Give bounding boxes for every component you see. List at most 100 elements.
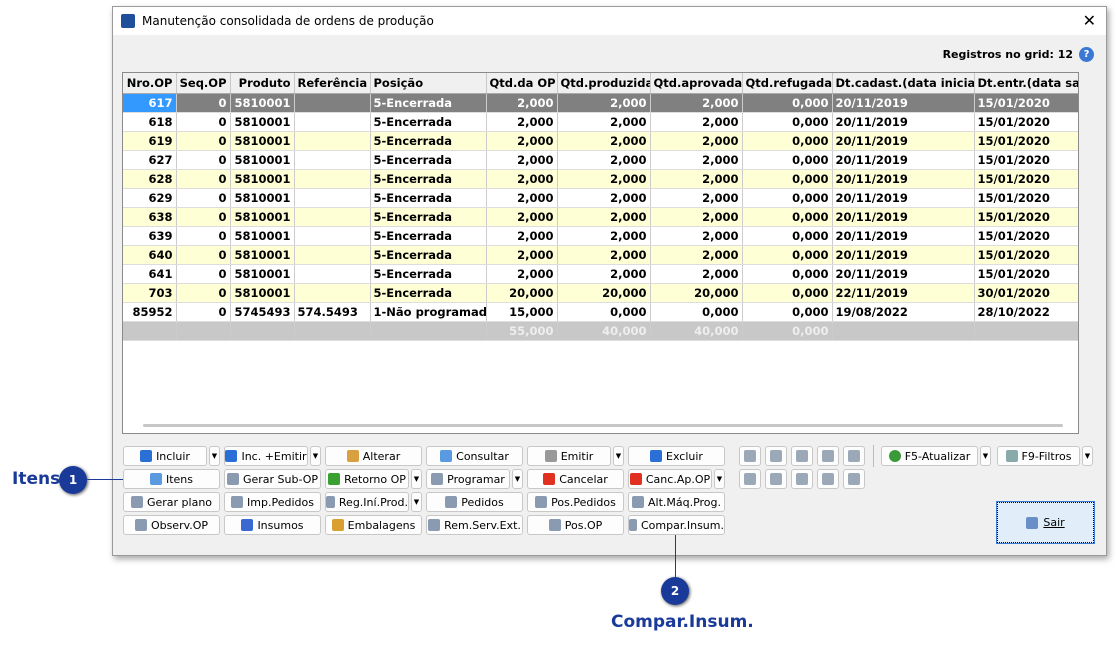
palette-icon xyxy=(744,473,756,485)
palette-tool-button[interactable] xyxy=(739,469,761,489)
filters-dropdown[interactable]: ▼ xyxy=(1082,446,1093,466)
pedidos-button[interactable]: Pedidos xyxy=(426,492,523,512)
excluir-button[interactable]: Excluir xyxy=(628,446,725,466)
button-label: Pos.OP xyxy=(564,518,603,532)
button-label: Alterar xyxy=(362,449,401,463)
column-header[interactable]: Nro.OP xyxy=(123,73,177,94)
pos-op-button[interactable]: Pos.OP xyxy=(527,515,624,535)
canc-ap-op-dropdown[interactable]: ▼ xyxy=(714,469,725,489)
column-header[interactable]: Posição xyxy=(370,73,487,94)
cancelar-button[interactable]: Cancelar xyxy=(527,469,624,489)
rem-serv-ext-button[interactable]: Rem.Serv.Ext. xyxy=(426,515,523,535)
table-cell: 2,000 xyxy=(650,150,743,170)
pos-pedidos-button[interactable]: Pos.Pedidos xyxy=(527,492,624,512)
table-cell: 0,000 xyxy=(742,283,833,303)
table-cell: 2,000 xyxy=(557,150,651,170)
search-icon xyxy=(548,519,561,531)
table-row[interactable]: 628 0 5810001 5-Encerrada 2,000 2,000 2,000 0,0… xyxy=(123,169,1078,189)
table-row[interactable]: 618 0 5810001 5-Encerrada 2,000 2,000 2,000 0,0… xyxy=(123,112,1078,132)
emitir-button[interactable]: Emitir xyxy=(527,446,611,466)
table-row[interactable]: 627 0 5810001 5-Encerrada 2,000 2,000 2,000 0,0… xyxy=(123,150,1078,170)
inc-emitir-button[interactable]: Inc. +Emitir xyxy=(224,446,308,466)
close-icon[interactable]: ✕ xyxy=(1082,11,1096,30)
refresh-dropdown[interactable]: ▼ xyxy=(980,446,991,466)
table-row[interactable]: 619 0 5810001 5-Encerrada 2,000 2,000 2,000 0,0… xyxy=(123,131,1078,151)
table-cell xyxy=(294,112,371,132)
horizontal-scrollbar[interactable] xyxy=(143,424,1063,427)
column-header[interactable]: Qtd.da OP xyxy=(486,73,558,94)
filters-button[interactable]: F9-Filtros xyxy=(997,446,1080,466)
observ-op-button[interactable]: Observ.OP xyxy=(123,515,220,535)
compar-insum-button[interactable]: Compar.Insum. xyxy=(628,515,725,535)
imp-pedidos-button[interactable]: Imp.Pedidos xyxy=(224,492,321,512)
help-icon[interactable]: ? xyxy=(1079,47,1094,62)
table-cell: 5810001 xyxy=(230,112,295,132)
gerar-plano-button[interactable]: Gerar plano xyxy=(123,492,220,512)
table-cell: 0 xyxy=(176,112,231,132)
table-cell: 15/01/2020 xyxy=(974,207,1078,227)
table-cell: 639 xyxy=(123,226,177,246)
alt-m-q-prog-button[interactable]: Alt.Máq.Prog. xyxy=(628,492,725,512)
binoculars-icon xyxy=(744,450,756,462)
retorno-op-button[interactable]: Retorno OP xyxy=(325,469,409,489)
table-row[interactable]: 617 0 5810001 5-Encerrada 2,000 2,000 2,000 0,0… xyxy=(123,93,1078,113)
programar-dropdown[interactable]: ▼ xyxy=(512,469,523,489)
plus-icon xyxy=(225,450,238,462)
checklist-tool-button[interactable] xyxy=(843,469,865,489)
table-cell: 2,000 xyxy=(486,112,558,132)
retorno-op-dropdown[interactable]: ▼ xyxy=(411,469,422,489)
table-row[interactable]: 85952 0 5745493 574.5493 1-Não programada 15,… xyxy=(123,302,1078,322)
emitir-dropdown[interactable]: ▼ xyxy=(613,446,624,466)
column-header[interactable]: Referência xyxy=(294,73,371,94)
exit-button[interactable]: Sair xyxy=(996,501,1095,544)
eraser-tool-button[interactable] xyxy=(765,469,787,489)
excel-tool-button[interactable] xyxy=(765,446,787,466)
insumos-button[interactable]: Insumos xyxy=(224,515,321,535)
button-label: Imp.Pedidos xyxy=(247,495,314,509)
chart-tool-button[interactable] xyxy=(817,446,839,466)
table-row[interactable]: 641 0 5810001 5-Encerrada 2,000 2,000 2,000 0,0… xyxy=(123,264,1078,284)
sort-tool-button[interactable] xyxy=(843,446,865,466)
binoculars-tool-button[interactable] xyxy=(739,446,761,466)
compare-icon xyxy=(629,519,637,531)
incluir-button[interactable]: Incluir xyxy=(123,446,207,466)
inc-emitir-dropdown[interactable]: ▼ xyxy=(310,446,321,466)
refresh-button[interactable]: F5-Atualizar xyxy=(881,446,978,466)
table-row[interactable]: 640 0 5810001 5-Encerrada 2,000 2,000 2,000 0,0… xyxy=(123,245,1078,265)
window: Manutenção consolidada de ordens de prod… xyxy=(112,6,1107,556)
column-header[interactable]: Qtd.refugada xyxy=(742,73,833,94)
column-header[interactable]: Dt.entr.(data saída) xyxy=(974,73,1078,94)
annotation-line-1 xyxy=(86,479,123,480)
table-cell: 703 xyxy=(123,283,177,303)
alterar-button[interactable]: Alterar xyxy=(325,446,422,466)
column-header[interactable]: Seq.OP xyxy=(176,73,231,94)
gear-tool-button[interactable] xyxy=(791,469,813,489)
download-tool-button[interactable] xyxy=(817,469,839,489)
consultar-button[interactable]: Consultar xyxy=(426,446,523,466)
page-tool-button[interactable] xyxy=(791,446,813,466)
table-cell: 0,000 xyxy=(557,302,651,322)
embalagens-button[interactable]: Embalagens xyxy=(325,515,422,535)
table-row[interactable]: 638 0 5810001 5-Encerrada 2,000 2,000 2,000 0,0… xyxy=(123,207,1078,227)
column-header[interactable]: Qtd.aprovada xyxy=(650,73,743,94)
programar-button[interactable]: Programar xyxy=(426,469,510,489)
table-cell: 0,000 xyxy=(742,93,833,113)
table-row[interactable]: 703 0 5810001 5-Encerrada 20,000 20,000 20,000… xyxy=(123,283,1078,303)
canc-ap-op-button[interactable]: Canc.Ap.OP xyxy=(628,469,712,489)
button-label: Insumos xyxy=(257,518,304,532)
table-row[interactable]: 629 0 5810001 5-Encerrada 2,000 2,000 2,000 0,0… xyxy=(123,188,1078,208)
table-row[interactable]: 639 0 5810001 5-Encerrada 2,000 2,000 2,000 0,0… xyxy=(123,226,1078,246)
incluir-dropdown[interactable]: ▼ xyxy=(209,446,220,466)
column-header[interactable]: Dt.cadast.(data inicial) xyxy=(832,73,975,94)
reg-in-prod-button[interactable]: Reg.Iní.Prod. xyxy=(325,492,409,512)
table-cell: 20/11/2019 xyxy=(832,264,975,284)
column-header[interactable]: Qtd.produzida xyxy=(557,73,651,94)
itens-button[interactable]: Itens xyxy=(123,469,220,489)
tree-icon xyxy=(226,473,239,485)
reg-in-prod-dropdown[interactable]: ▼ xyxy=(411,492,422,512)
gerar-sub-op-button[interactable]: Gerar Sub-OP xyxy=(224,469,321,489)
plus-icon xyxy=(140,450,153,462)
table-cell: 574.5493 xyxy=(294,302,371,322)
orders-grid[interactable]: Nro.OP Seq.OP Produto Referência Posição Qtd.… xyxy=(122,72,1079,434)
column-header[interactable]: Produto xyxy=(230,73,295,94)
